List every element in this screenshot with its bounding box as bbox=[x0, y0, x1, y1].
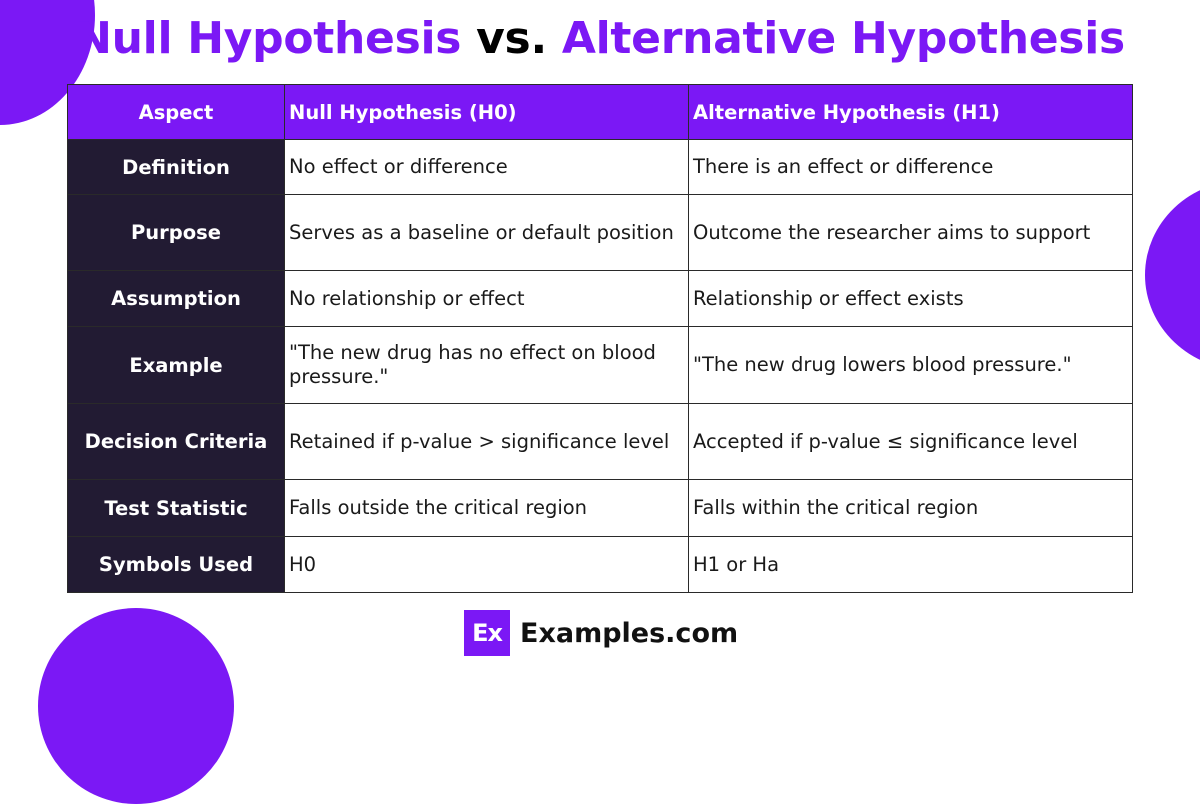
table-row: Symbols Used H0 H1 or Ha bbox=[67, 536, 1133, 593]
title-alternative: Alternative Hypothesis bbox=[561, 13, 1125, 64]
row-aspect: Definition bbox=[67, 139, 285, 195]
row-null: Falls outside the critical region bbox=[284, 479, 689, 537]
row-alt: Relationship or effect exists bbox=[688, 270, 1133, 327]
row-aspect: Decision Criteria bbox=[67, 403, 285, 480]
title-null: Null Hypothesis bbox=[75, 13, 462, 64]
table-row: Example "The new drug has no effect on b… bbox=[67, 326, 1133, 404]
row-null: No relationship or effect bbox=[284, 270, 689, 327]
row-alt: H1 or Ha bbox=[688, 536, 1133, 593]
table-row: Definition No effect or difference There… bbox=[67, 139, 1133, 195]
row-null: Serves as a baseline or default position bbox=[284, 194, 689, 271]
decorative-circle-bottom-left bbox=[38, 608, 234, 804]
header-alternative: Alternative Hypothesis (H1) bbox=[688, 84, 1133, 140]
row-aspect: Example bbox=[67, 326, 285, 404]
table-row: Assumption No relationship or effect Rel… bbox=[67, 270, 1133, 327]
header-null: Null Hypothesis (H0) bbox=[284, 84, 689, 140]
row-alt: Outcome the researcher aims to support bbox=[688, 194, 1133, 271]
row-alt: There is an effect or difference bbox=[688, 139, 1133, 195]
row-aspect: Test Statistic bbox=[67, 479, 285, 537]
table-row: Decision Criteria Retained if p-value > … bbox=[67, 403, 1133, 480]
row-alt: Accepted if p-value ≤ significance level bbox=[688, 403, 1133, 480]
row-aspect: Assumption bbox=[67, 270, 285, 327]
logo-icon: Ex bbox=[464, 610, 510, 656]
row-aspect: Symbols Used bbox=[67, 536, 285, 593]
table-row: Test Statistic Falls outside the critica… bbox=[67, 479, 1133, 537]
decorative-circle-right bbox=[1145, 180, 1200, 370]
row-alt: Falls within the critical region bbox=[688, 479, 1133, 537]
row-null: No effect or difference bbox=[284, 139, 689, 195]
row-null: H0 bbox=[284, 536, 689, 593]
row-null: Retained if p-value > significance level bbox=[284, 403, 689, 480]
row-aspect: Purpose bbox=[67, 194, 285, 271]
comparison-table: Aspect Null Hypothesis (H0) Alternative … bbox=[67, 84, 1133, 593]
row-null: "The new drug has no effect on blood pre… bbox=[284, 326, 689, 404]
footer-brand[interactable]: Ex Examples.com bbox=[464, 610, 738, 656]
table-header-row: Aspect Null Hypothesis (H0) Alternative … bbox=[67, 84, 1133, 140]
page-title: Null Hypothesis vs. Alternative Hypothes… bbox=[0, 10, 1200, 68]
header-aspect: Aspect bbox=[67, 84, 285, 140]
table-row: Purpose Serves as a baseline or default … bbox=[67, 194, 1133, 271]
brand-name: Examples.com bbox=[520, 617, 739, 649]
row-alt: "The new drug lowers blood pressure." bbox=[688, 326, 1133, 404]
title-vs: vs. bbox=[476, 13, 547, 64]
